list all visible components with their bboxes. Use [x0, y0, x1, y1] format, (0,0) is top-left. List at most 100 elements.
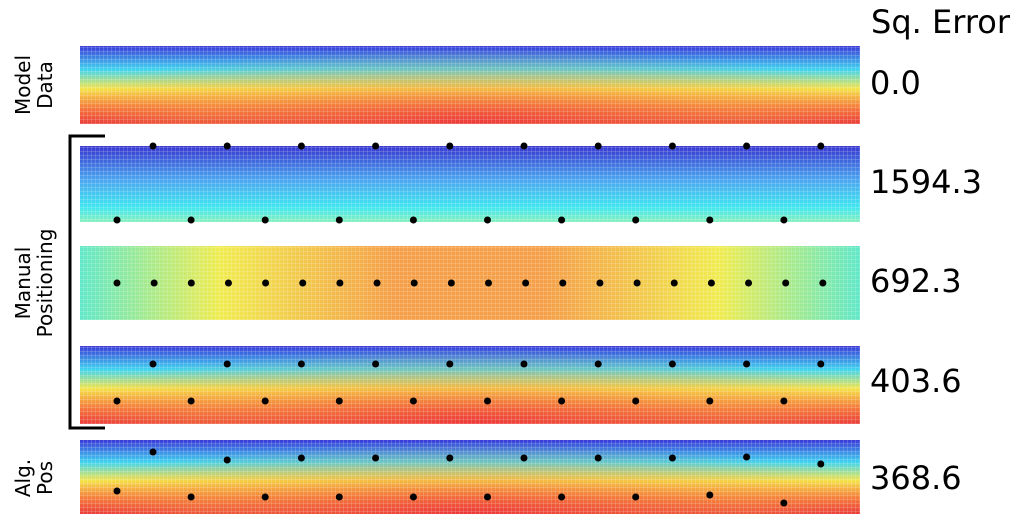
- sensor-dot: [187, 216, 195, 224]
- sensor-dot: [297, 454, 305, 462]
- sensor-dot: [224, 279, 232, 287]
- sensor-dot: [297, 360, 305, 368]
- sensor-dot: [632, 397, 640, 405]
- label-line: Manual: [11, 247, 35, 320]
- sensor-dot: [299, 279, 307, 287]
- sensor-dot: [706, 216, 714, 224]
- sensor-dot: [559, 279, 567, 287]
- sensor-dot: [149, 360, 157, 368]
- header: Sq. Error: [871, 3, 1011, 41]
- label-line: Alg.: [11, 459, 35, 497]
- sensor-dot: [484, 216, 491, 224]
- sensor-dot: [594, 454, 602, 462]
- sensor-dot: [817, 360, 825, 368]
- sensor-dot: [707, 279, 715, 287]
- error-value: 403.6: [870, 362, 962, 400]
- sensor-dot: [261, 216, 269, 224]
- sensor-dot: [409, 397, 417, 405]
- sensor-dot: [409, 493, 417, 501]
- sensor-dot: [335, 216, 343, 224]
- label-line: Data: [33, 61, 57, 109]
- sensor-dot: [113, 487, 121, 495]
- sensor-dot: [596, 279, 604, 287]
- sensor-dot: [446, 142, 454, 150]
- sensor-dot: [743, 142, 751, 150]
- sensor-dot: [558, 216, 566, 224]
- sensor-dot: [409, 216, 417, 224]
- sensor-dot: [522, 279, 530, 287]
- sensor-dot: [520, 142, 528, 150]
- sensor-dot: [262, 279, 270, 287]
- panel-manual-2: [80, 246, 860, 320]
- sensor-dot: [782, 279, 790, 287]
- sensor-dot: [446, 454, 454, 462]
- sensor-dot: [373, 279, 381, 287]
- panel-alg: [80, 440, 860, 514]
- sensor-dot: [668, 454, 676, 462]
- sensor-dot: [261, 397, 269, 405]
- sensor-dot: [187, 397, 195, 405]
- label-model: Model Data: [11, 55, 57, 115]
- sensor-dot: [113, 216, 121, 224]
- sensor-dot: [223, 456, 231, 464]
- sensor-dot: [223, 360, 231, 368]
- label-line: Model: [11, 55, 35, 115]
- sensor-dot: [372, 360, 380, 368]
- sensor-dot: [372, 454, 380, 462]
- sensor-dot: [520, 454, 528, 462]
- sensor-dot: [558, 493, 566, 501]
- sensor-dot: [817, 142, 825, 150]
- sensor-dot: [745, 279, 753, 287]
- sensor-dot: [149, 142, 157, 150]
- sensor-dot: [706, 397, 714, 405]
- sensor-dot: [632, 216, 640, 224]
- sensor-dot: [558, 397, 566, 405]
- label-line: Pos: [33, 461, 57, 495]
- sensor-dot: [261, 493, 269, 501]
- sensor-dot: [223, 142, 231, 150]
- sensor-dot: [336, 279, 344, 287]
- sensor-dot: [187, 279, 195, 287]
- label-alg: Alg. Pos: [11, 459, 57, 497]
- error-value: 692.3: [870, 262, 962, 300]
- panel-manual-3: [80, 346, 860, 424]
- sensor-dot: [706, 491, 714, 499]
- sensor-dot: [446, 360, 454, 368]
- sensor-dot: [447, 279, 455, 287]
- panel-model: [80, 46, 860, 124]
- sensor-dot: [149, 448, 157, 456]
- sensor-dot: [670, 279, 678, 287]
- sensor-dot: [594, 360, 602, 368]
- sensor-dot: [668, 142, 676, 150]
- panel-manual-1: [80, 146, 860, 222]
- sensor-dot: [485, 279, 492, 287]
- error-value: 1594.3: [870, 163, 982, 201]
- error-value: 368.6: [870, 459, 962, 497]
- sensor-dot: [594, 142, 602, 150]
- sensor-dot: [297, 142, 305, 150]
- sensor-dot: [113, 397, 121, 405]
- bracket: [68, 134, 105, 430]
- sensor-dot: [780, 499, 788, 507]
- sensor-dot: [780, 216, 788, 224]
- sensor-dot: [150, 279, 158, 287]
- sensor-dot: [817, 460, 825, 468]
- sensor-dot: [484, 397, 491, 405]
- sensor-dots: [113, 142, 827, 507]
- label-manual: Manual Positioning: [11, 229, 57, 338]
- sensor-dot: [187, 493, 195, 501]
- sensor-dot: [113, 279, 121, 287]
- sensor-dot: [668, 360, 676, 368]
- sensor-dot: [743, 360, 751, 368]
- sensor-dot: [335, 397, 343, 405]
- sensor-dot: [819, 279, 827, 287]
- sensor-dot: [484, 493, 491, 501]
- sensor-dot: [633, 279, 641, 287]
- sensor-dot: [335, 493, 343, 501]
- error-value: 0.0: [870, 64, 921, 102]
- label-line: Positioning: [33, 229, 57, 338]
- sensor-dot: [372, 142, 380, 150]
- sensor-dot: [520, 360, 528, 368]
